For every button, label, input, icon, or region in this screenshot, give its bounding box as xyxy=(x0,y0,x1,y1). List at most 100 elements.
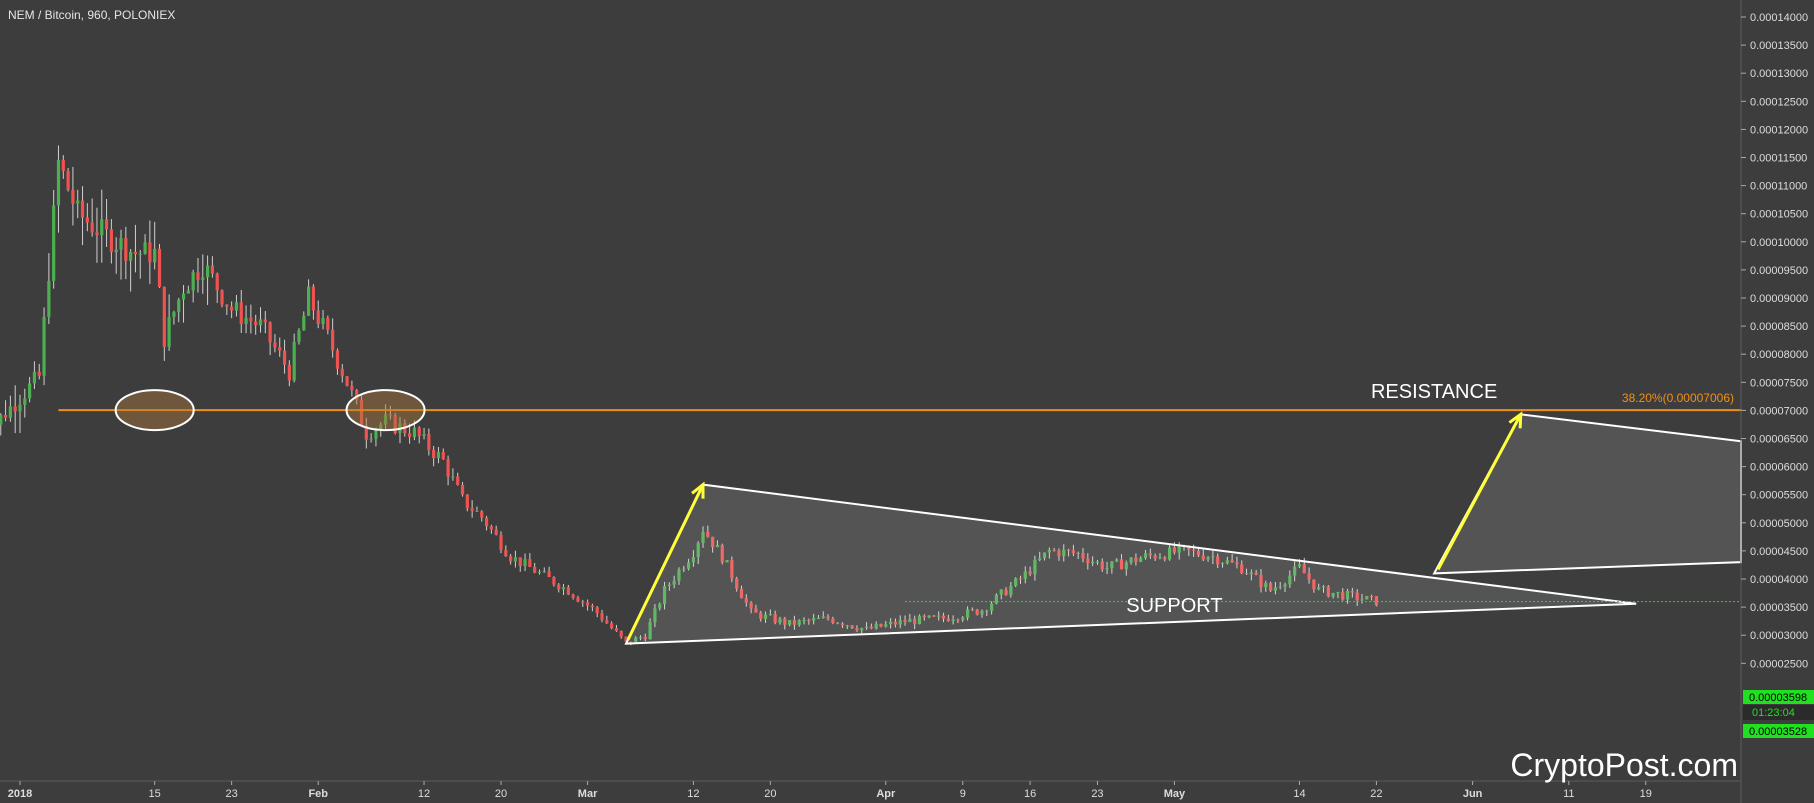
candle-up xyxy=(542,571,546,573)
candle-up xyxy=(725,560,729,563)
candle-down xyxy=(1066,549,1071,551)
resistance-label: RESISTANCE xyxy=(1371,381,1497,403)
x-tick-label: 15 xyxy=(149,788,161,800)
candle-down xyxy=(975,609,979,615)
candle-up xyxy=(0,414,3,425)
candle-down xyxy=(1312,579,1316,590)
y-tick-label: 0.00009000 xyxy=(1750,293,1808,305)
y-tick-label: 0.00013500 xyxy=(1750,40,1808,52)
candle-up xyxy=(47,280,51,317)
candle-down xyxy=(66,171,70,190)
candle-down xyxy=(970,609,974,611)
candle-down xyxy=(773,614,777,623)
candle-down xyxy=(1244,573,1249,575)
low-price-value: 0.00003528 xyxy=(1749,726,1807,738)
y-tick-label: 0.00007500 xyxy=(1750,377,1808,389)
candle-up xyxy=(1220,563,1225,565)
candle-down xyxy=(840,623,845,626)
candle-up xyxy=(1293,566,1297,576)
y-tick-label: 0.00010500 xyxy=(1750,209,1808,221)
breakout-arrow xyxy=(1436,413,1523,571)
candle-down xyxy=(162,286,166,347)
candle-down xyxy=(605,620,609,624)
candle-down xyxy=(124,238,128,261)
candle-down xyxy=(408,433,412,438)
y-tick-label: 0.00013000 xyxy=(1750,68,1808,80)
candle-down xyxy=(1235,562,1239,565)
chart-title: NEM / Bitcoin, 960, POLONIEX xyxy=(8,8,175,22)
candle-up xyxy=(696,542,700,558)
candle-down xyxy=(552,576,556,585)
candle-down xyxy=(836,622,840,624)
candle-up xyxy=(1225,560,1229,564)
test-ellipse-2 xyxy=(345,389,426,432)
candle-down xyxy=(278,347,282,351)
candle-up xyxy=(1115,559,1119,562)
candle-down xyxy=(1172,547,1176,553)
candle-up xyxy=(513,557,518,562)
candle-down xyxy=(706,531,710,537)
candle-up xyxy=(648,622,652,640)
candle-down xyxy=(903,619,907,623)
candle-down xyxy=(104,219,109,230)
candle-up xyxy=(1278,586,1282,588)
candle-up xyxy=(321,317,325,325)
candle-down xyxy=(792,619,797,625)
x-tick-label: 19 xyxy=(1640,788,1652,800)
candle-down xyxy=(215,273,219,291)
candle-down xyxy=(759,612,763,619)
countdown-tag xyxy=(1743,705,1814,720)
x-tick-label: 12 xyxy=(687,788,699,800)
candle-up xyxy=(177,299,181,313)
candle-up xyxy=(1047,549,1051,553)
x-tick-label: 23 xyxy=(226,788,238,800)
candle-up xyxy=(768,614,772,616)
candle-down xyxy=(619,630,623,637)
candle-up xyxy=(1038,558,1042,560)
y-tick-label: 0.00012500 xyxy=(1750,96,1808,108)
candle-up xyxy=(32,371,37,384)
candle-down xyxy=(581,601,585,603)
candle-down xyxy=(1259,574,1263,588)
candle-down xyxy=(576,597,580,602)
candle-up xyxy=(191,272,195,291)
candle-down xyxy=(1326,586,1330,597)
y-tick-label: 0.00010000 xyxy=(1750,237,1808,249)
support-label: SUPPORT xyxy=(1126,595,1222,617)
candle-up xyxy=(860,628,864,631)
candle-up xyxy=(864,626,869,629)
candle-down xyxy=(749,602,753,609)
candle-down xyxy=(489,526,493,530)
candle-up xyxy=(1321,586,1326,588)
candle-down xyxy=(254,321,258,326)
candle-down xyxy=(1269,583,1273,591)
candle-up xyxy=(23,398,27,405)
y-tick-label: 0.00004500 xyxy=(1750,546,1808,558)
candle-up xyxy=(374,430,378,439)
y-tick-label: 0.00006000 xyxy=(1750,462,1808,474)
candle-down xyxy=(1302,564,1306,574)
candle-down xyxy=(941,615,946,619)
candle-up xyxy=(1091,561,1095,564)
candle-down xyxy=(1370,596,1374,598)
candle-down xyxy=(585,602,590,606)
candle-down xyxy=(557,584,561,590)
x-axis: 2018 15 23 Feb 12 20 Mar 12 20 Apr 9 16 23 May 14 22 Jun… xyxy=(8,781,1652,800)
candle-down xyxy=(1201,555,1205,560)
candle-up xyxy=(422,434,426,437)
candle-down xyxy=(566,587,570,595)
x-tick-label: Feb xyxy=(308,788,328,800)
candle-down xyxy=(754,608,758,613)
candle-down xyxy=(484,517,489,527)
x-tick-label: May xyxy=(1164,788,1186,800)
candle-down xyxy=(869,626,873,629)
candle-down xyxy=(1196,550,1201,556)
candle-up xyxy=(119,238,123,250)
candle-down xyxy=(1119,559,1124,570)
candle-up xyxy=(927,615,931,618)
candle-down xyxy=(946,618,950,621)
candle-down xyxy=(90,222,94,233)
candle-down xyxy=(148,242,152,263)
candle-up xyxy=(523,559,527,567)
